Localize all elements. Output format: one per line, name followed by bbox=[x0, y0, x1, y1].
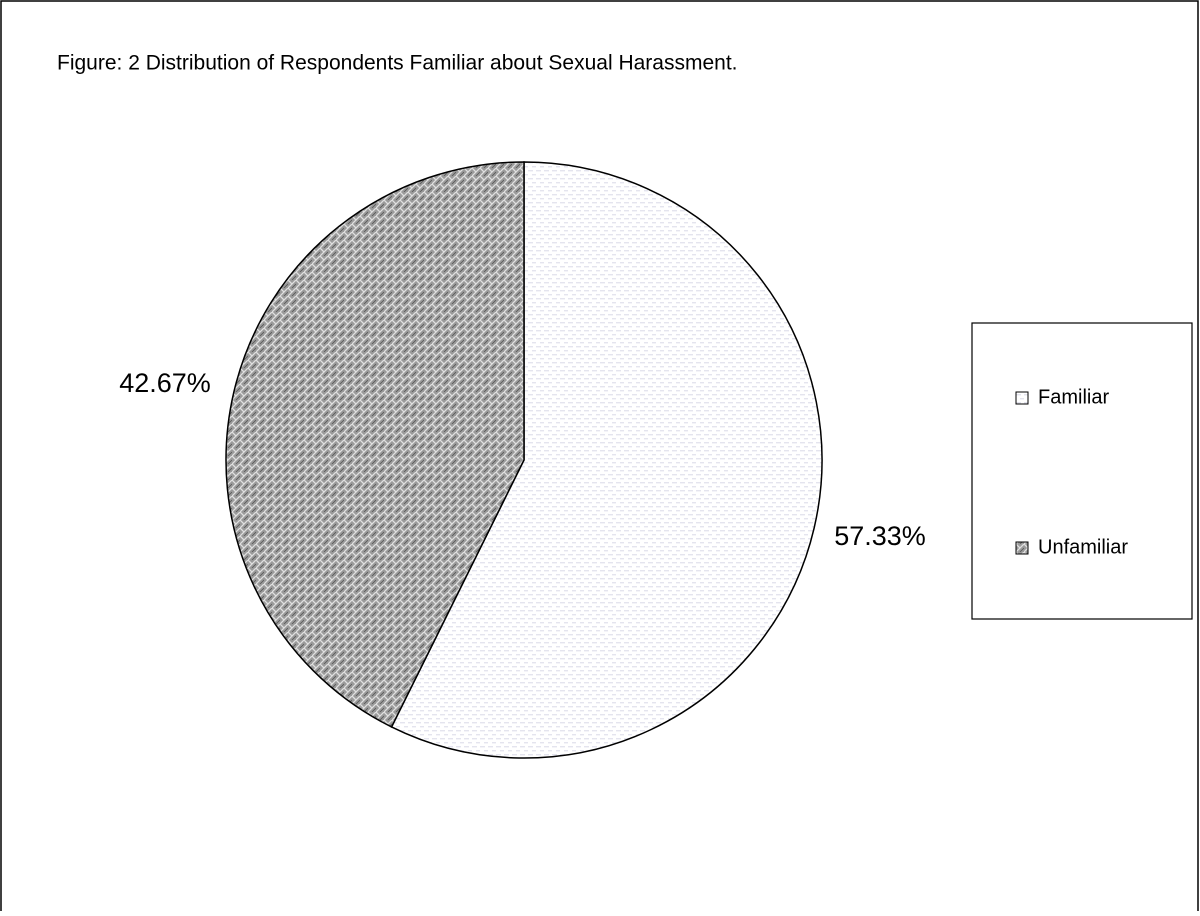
legend-label: Familiar bbox=[1038, 386, 1109, 408]
legend-swatch bbox=[1015, 541, 1029, 555]
legend-label: Unfamiliar bbox=[1038, 536, 1128, 558]
data-label: 57.33% bbox=[834, 521, 926, 551]
chart-title: Figure: 2 Distribution of Respondents Fa… bbox=[57, 52, 738, 75]
pie-slice bbox=[225, 161, 525, 728]
legend-box bbox=[971, 322, 1193, 620]
data-label: 42.67% bbox=[119, 368, 211, 398]
legend-swatch bbox=[1015, 391, 1029, 405]
pie-slice bbox=[390, 161, 823, 759]
